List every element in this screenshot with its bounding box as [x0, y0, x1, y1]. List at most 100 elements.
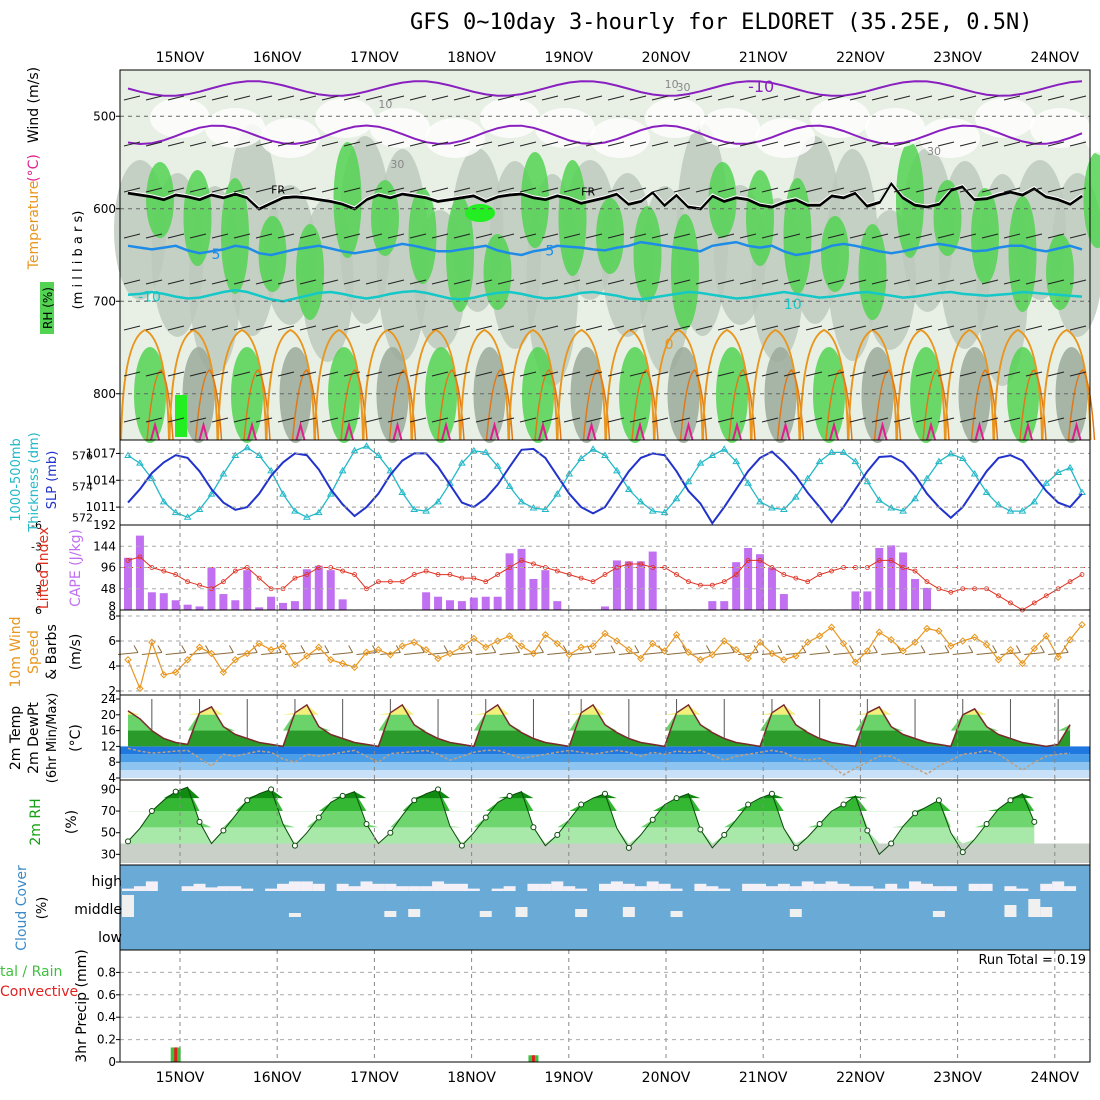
- wind-speed-point: [601, 629, 609, 638]
- wind-barb: [761, 95, 779, 101]
- freezing-level-line: [127, 180, 1083, 211]
- axis-labels: 5006007008001017101410115765745721921449…: [0, 67, 1086, 1069]
- wind-barb: [1025, 325, 1043, 331]
- wind-barb: [453, 233, 471, 239]
- thickness-point: [648, 507, 657, 514]
- li-point: [447, 572, 453, 577]
- contour-label-10b: 10: [665, 78, 679, 91]
- temp-25c-contour: [974, 421, 985, 441]
- wind-barb: [475, 417, 493, 423]
- wind-speed-point: [553, 639, 562, 648]
- temp-15c-contour: [556, 328, 607, 441]
- wind-speed-point: [625, 646, 633, 654]
- cape-bar: [314, 565, 323, 610]
- rh-point: [697, 826, 704, 833]
- rh-point: [387, 829, 394, 836]
- rh-base-band: [120, 843, 1090, 863]
- thickness-point: [756, 497, 764, 505]
- li-point: [376, 579, 381, 585]
- li-point: [745, 558, 751, 563]
- slp-line: [127, 447, 1083, 525]
- thickness-point: [267, 466, 275, 474]
- temp-25c-contour: [198, 421, 209, 441]
- label-cloud-middle: middle: [74, 902, 122, 918]
- wind-barb: [255, 233, 273, 239]
- wind-tick-label: 2: [108, 684, 116, 698]
- wind-barb: [717, 95, 735, 101]
- thickness-point: [923, 474, 931, 482]
- wind-barb: [959, 279, 977, 285]
- wind-barb: [563, 325, 581, 331]
- wind-barb: [453, 325, 471, 331]
- wind-barb: [629, 95, 647, 101]
- wind-barb: [651, 417, 669, 423]
- wind-barb-10m: [165, 652, 186, 655]
- li-tick-label: 3: [35, 583, 42, 596]
- wind-barb: [717, 325, 735, 331]
- rh-point: [840, 801, 847, 808]
- wind-barb: [673, 141, 691, 147]
- cloud-bg: [120, 865, 1090, 950]
- label-temperature: Temperature: [26, 181, 42, 271]
- wind-barb: [1025, 417, 1043, 423]
- rh-point: [745, 801, 752, 808]
- wind-barb: [343, 371, 361, 377]
- label-wind10-1: 10m Wind: [8, 616, 24, 687]
- wind-barb: [387, 325, 405, 331]
- wind-barb: [365, 233, 383, 239]
- cloud-high-gap: [396, 886, 409, 891]
- cloud-high-gap: [909, 881, 922, 891]
- temp-15c-contour: [362, 328, 413, 441]
- li-point: [924, 579, 930, 585]
- wind-barb-10m: [968, 645, 974, 653]
- wind-barb: [739, 187, 757, 193]
- rh-point: [959, 849, 966, 856]
- wind-barb: [453, 279, 471, 285]
- wind-barb-10m: [952, 652, 973, 655]
- wind-barb: [519, 95, 537, 101]
- rh-green-patch: [858, 224, 887, 320]
- wind-barb-10m: [872, 645, 878, 653]
- wind-barb: [805, 141, 823, 147]
- thickness-point: [589, 445, 597, 452]
- temp-15c-contour: [750, 328, 801, 441]
- wind-barb: [1025, 233, 1043, 239]
- wind-barb: [365, 95, 383, 101]
- thickness-point: [362, 442, 371, 449]
- rh-green-patch: [821, 216, 849, 292]
- cape-bar: [601, 606, 609, 610]
- wind-barb: [123, 417, 141, 423]
- cloud-high-gap: [241, 888, 254, 891]
- wind-barb: [981, 371, 999, 377]
- contour-label-30: 30: [927, 145, 941, 158]
- date-label-top: 21NOV: [739, 50, 788, 66]
- wind-barb: [695, 233, 713, 239]
- wind-barb: [629, 187, 647, 193]
- wind-barb-10m: [1039, 645, 1045, 653]
- wind-barb-10m: [157, 645, 163, 653]
- cloud-high-gap: [658, 883, 671, 891]
- wind-barb-10m: [1024, 652, 1045, 655]
- thickness-point: [994, 500, 1003, 508]
- slp-tick-label: 1011: [85, 500, 116, 514]
- wind-barb: [277, 371, 295, 377]
- rh-point: [578, 801, 585, 808]
- wind-speed-point: [303, 652, 311, 660]
- li-point: [435, 572, 441, 577]
- cloud-high-gap: [777, 883, 790, 891]
- li-point: [232, 568, 238, 574]
- wind-speed-point: [338, 659, 347, 668]
- label-wind10-unit: (m/s): [68, 634, 84, 671]
- wind-barb: [387, 417, 405, 423]
- label-rh2m: 2m RH: [28, 798, 44, 845]
- cape-tick-label: 8: [108, 599, 116, 613]
- wind-barb: [1069, 371, 1087, 377]
- rh-point: [220, 827, 227, 834]
- wind-barb: [739, 417, 757, 423]
- wind-speed-point: [243, 649, 251, 658]
- cape-bar: [243, 570, 252, 610]
- cape-bar: [756, 554, 765, 610]
- wind-barb: [387, 371, 405, 377]
- wind-barb: [343, 95, 361, 101]
- label-temp2m-2: 2m DewPt: [26, 702, 42, 774]
